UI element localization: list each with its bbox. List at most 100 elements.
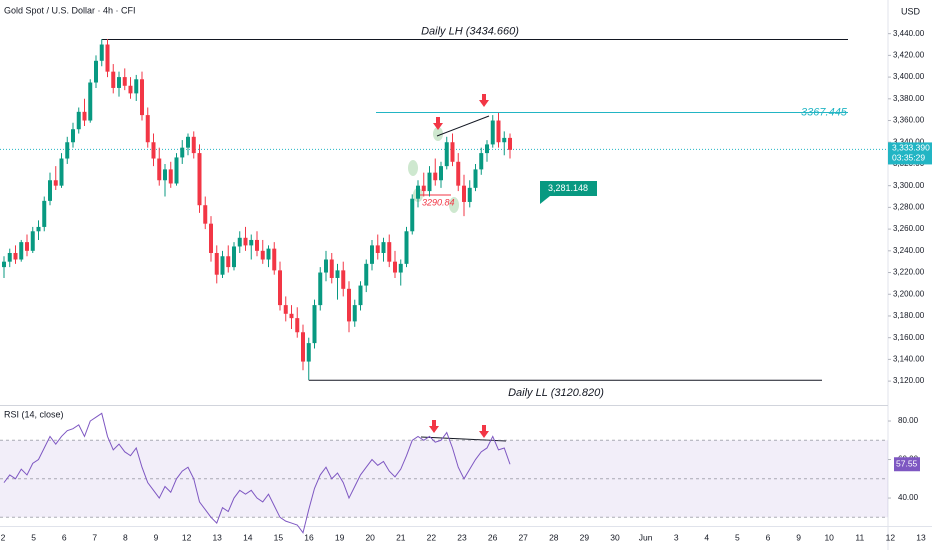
x-tick-label: 30 (610, 532, 620, 542)
candle-body (59, 158, 64, 186)
x-tick-label: 14 (243, 532, 253, 542)
candle-body (232, 246, 236, 268)
candle-body (508, 137, 512, 150)
candle-body (145, 115, 150, 143)
candle-body (243, 237, 248, 246)
candle-body (7, 252, 12, 262)
y-tick-label: 3,380.00 (893, 94, 925, 103)
candle-body (370, 245, 374, 264)
candle-body (111, 71, 116, 88)
candle-body (42, 200, 47, 227)
countdown: 03:35:29 (892, 153, 925, 163)
candle-body (490, 120, 495, 145)
candle-body (416, 185, 420, 199)
x-tick-label: 4 (704, 532, 709, 542)
x-tick-label: 9 (154, 532, 159, 542)
candle-body (410, 198, 415, 232)
low-label: 3290.84 (422, 197, 455, 207)
y-tick-label: 3,400.00 (893, 72, 925, 81)
candle-body (13, 252, 18, 260)
candle-body (462, 185, 466, 202)
candle-body (174, 157, 179, 184)
candle-body (324, 259, 328, 273)
currency: USD (901, 6, 921, 16)
candle-body (398, 263, 403, 273)
candle-body (306, 343, 311, 362)
rsi-tick-label: 40.00 (898, 493, 919, 502)
candle-body (237, 237, 242, 247)
rsi-last-tag (894, 457, 920, 472)
x-tick-label: 21 (396, 532, 406, 542)
arrow (479, 425, 489, 438)
rsi-last-label: 57.55 (896, 458, 918, 468)
last-price-tag (888, 142, 932, 165)
x-tick-label: 22 (427, 532, 437, 542)
candle-body (352, 305, 357, 322)
candle-body (266, 248, 271, 260)
y-tick-label: 3,120.00 (893, 376, 925, 385)
candle-body (191, 136, 196, 154)
candle-body (197, 153, 202, 206)
candle-body (421, 185, 426, 192)
x-tick-label: 6 (62, 532, 67, 542)
candle-body (94, 60, 98, 83)
candle-body (312, 305, 317, 344)
candle-body (496, 120, 501, 143)
y-tick-label: 3,240.00 (893, 246, 925, 255)
candle-body (485, 144, 489, 154)
last-price-label: 3,333.390 (892, 143, 930, 153)
candle-body (180, 147, 185, 158)
y-tick-label: 3,260.00 (893, 224, 925, 233)
highlight (449, 197, 459, 213)
x-tick-label: 27 (518, 532, 528, 542)
candle-body (387, 242, 392, 262)
x-tick-label: 20 (365, 532, 375, 542)
candle-body (186, 136, 190, 148)
chart-title: Gold Spot / U.S. Dollar · 4h · CFI (4, 5, 136, 15)
x-tick-label: 8 (123, 532, 128, 542)
candle-body (404, 231, 409, 264)
x-tick-label: 12 (182, 532, 192, 542)
candle-body (358, 285, 363, 306)
rsi-title: RSI (14, close) (4, 409, 64, 419)
candle-body (318, 272, 323, 306)
candle-body (105, 44, 110, 72)
candle-body (393, 261, 397, 273)
candle-body (65, 142, 70, 159)
y-tick-label: 3,160.00 (893, 333, 925, 342)
x-tick-label: 28 (549, 532, 559, 542)
x-tick-label: Jun (639, 532, 653, 542)
candle-body (289, 313, 294, 319)
candle-body (479, 153, 484, 170)
x-tick-label: 16 (304, 532, 314, 542)
candle-body (226, 256, 231, 268)
x-tick-label: 5 (735, 532, 740, 542)
candle-body (30, 231, 35, 251)
candle-body (335, 270, 340, 278)
y-tick-label: 3,440.00 (893, 29, 925, 38)
candle-body (128, 85, 133, 94)
candle-body (157, 158, 162, 181)
candle-body (450, 142, 455, 162)
candle-body (36, 226, 41, 232)
target-label: 3,281.148 (548, 183, 588, 193)
candle-body (255, 239, 259, 251)
candle-body (82, 111, 87, 121)
candle-body (502, 137, 507, 143)
candle-body (163, 169, 167, 181)
candle-body (122, 77, 127, 86)
x-tick-label: 11 (855, 532, 864, 542)
candle-body (439, 166, 443, 181)
candle-body (473, 169, 478, 188)
candle-body (456, 161, 461, 186)
candle-body (467, 187, 472, 202)
candle-body (209, 223, 213, 253)
x-tick-label: 12 (886, 532, 896, 542)
x-tick-label: 3 (674, 532, 679, 542)
highlights (408, 127, 459, 213)
arrow (433, 117, 443, 130)
candle-body (249, 239, 254, 246)
level-label: Daily LH (3434.660) (421, 25, 519, 37)
